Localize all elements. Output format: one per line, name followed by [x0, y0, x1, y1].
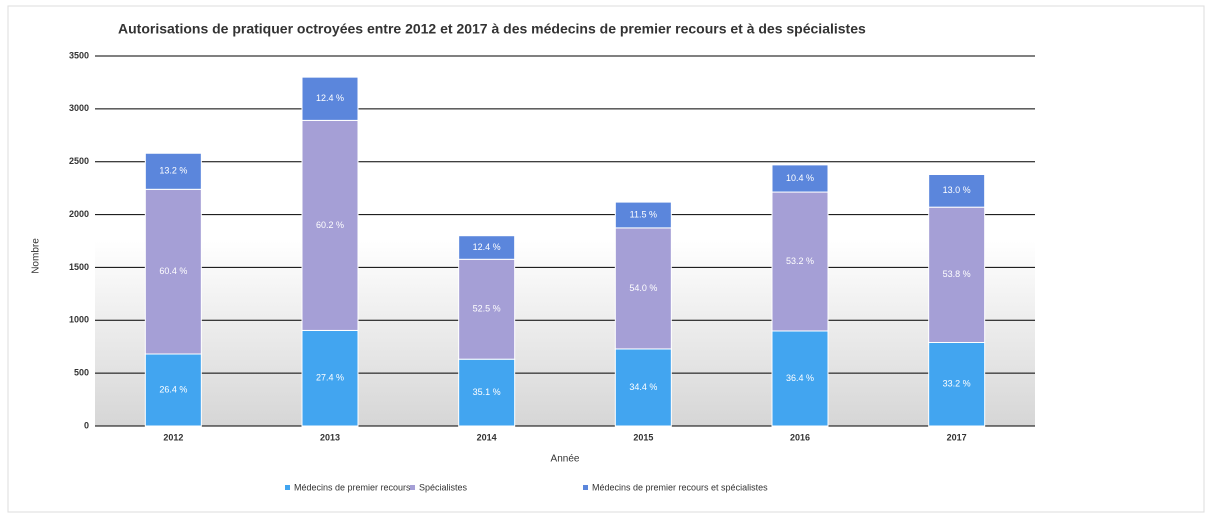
data-label: 10.4 %	[786, 173, 814, 183]
data-label: 26.4 %	[159, 384, 187, 394]
x-axis-label: Année	[551, 454, 580, 465]
data-label: 34.4 %	[629, 382, 657, 392]
bar-segment	[928, 174, 986, 208]
y-tick-label: 0	[84, 420, 89, 430]
data-label: 11.5 %	[630, 209, 657, 219]
bar-segment	[771, 330, 829, 427]
data-label: 12.4 %	[316, 93, 344, 103]
y-tick-label: 3000	[69, 103, 89, 113]
bar-segment	[928, 206, 986, 343]
data-label: 36.4 %	[786, 373, 814, 383]
bar-segment	[458, 358, 516, 427]
y-tick-label: 1000	[69, 315, 89, 325]
data-label: 60.4 %	[159, 266, 187, 276]
data-label: 52.5 %	[473, 304, 501, 314]
x-tick-label: 2013	[320, 432, 340, 442]
legend-swatch	[583, 485, 588, 490]
chart-title: Autorisations de pratiquer octroyées ent…	[118, 21, 866, 37]
y-tick-label: 2000	[69, 209, 89, 219]
y-tick-label: 2500	[69, 156, 89, 166]
bar-segment	[458, 258, 516, 360]
plot-background	[95, 56, 1035, 426]
data-label: 13.0 %	[943, 185, 971, 195]
bar-segment	[614, 201, 672, 229]
data-label: 53.2 %	[786, 256, 814, 266]
data-label: 60.2 %	[316, 220, 344, 230]
data-label: 33.2 %	[943, 379, 971, 389]
bar-segment	[301, 76, 359, 121]
legend-swatch	[410, 485, 415, 490]
x-tick-label: 2012	[163, 432, 183, 442]
y-tick-label: 3500	[69, 50, 89, 60]
data-label: 35.1 %	[473, 387, 501, 397]
legend-label: Médecins de premier recours et spécialis…	[592, 482, 768, 492]
bar-segment	[614, 348, 672, 427]
bar-segment	[144, 353, 202, 427]
y-tick-label: 1500	[69, 262, 89, 272]
data-label: 53.8 %	[943, 269, 971, 279]
y-axis-label: Nombre	[31, 238, 42, 274]
data-label: 12.4 %	[473, 242, 501, 252]
legend-label: Médecins de premier recours	[294, 482, 411, 492]
x-tick-label: 2015	[633, 432, 653, 442]
x-tick-label: 2016	[790, 432, 810, 442]
x-tick-label: 2014	[477, 432, 497, 442]
data-label: 13.2 %	[159, 166, 187, 176]
frame	[7, 5, 1205, 513]
bar-segment	[771, 164, 829, 193]
y-tick-label: 500	[74, 368, 89, 378]
bar-segment	[144, 152, 202, 190]
bar-segment	[458, 235, 516, 260]
bar-segment	[614, 227, 672, 350]
data-label: 27.4 %	[316, 373, 344, 383]
data-label: 54.0 %	[629, 283, 657, 293]
legend-swatch	[285, 485, 290, 490]
x-tick-label: 2017	[947, 432, 967, 442]
legend-label: Spécialistes	[419, 482, 468, 492]
